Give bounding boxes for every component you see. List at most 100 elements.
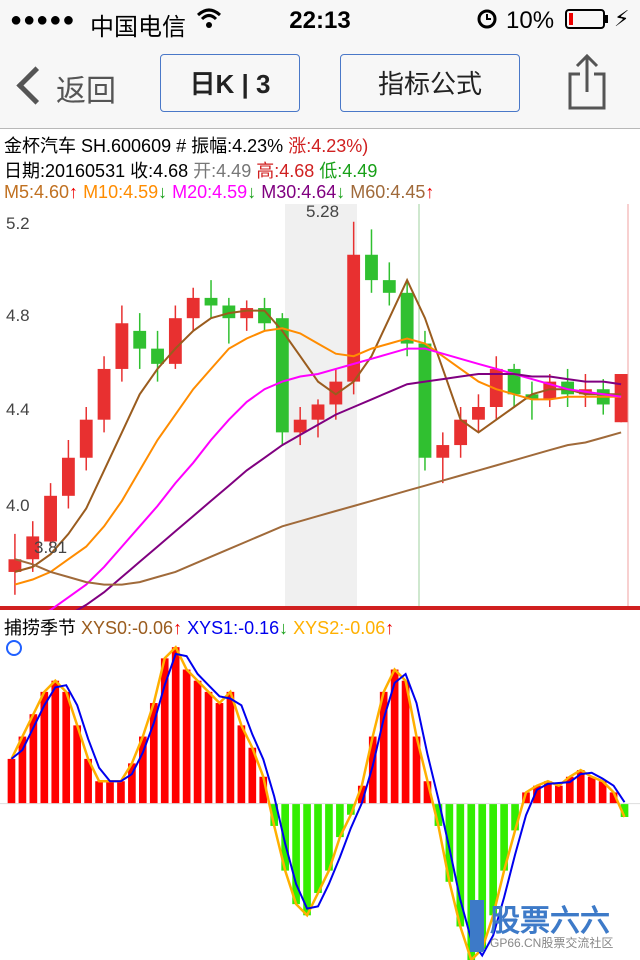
candle-body <box>44 495 57 542</box>
indicator-bar <box>412 736 421 804</box>
indicator-bar <box>314 803 322 893</box>
stock-code: SH.600609 <box>81 136 172 156</box>
indicator-bar <box>368 736 377 804</box>
candle-body <box>204 297 218 306</box>
chevron-left-icon <box>16 66 55 105</box>
back-label: 返回 <box>56 75 116 108</box>
indicator-bar <box>51 680 60 804</box>
low-price: 低:4.49 <box>319 161 378 181</box>
up-arrow-icon: ↑ <box>425 182 435 202</box>
indicator-bar <box>149 703 158 804</box>
indicator-bar <box>434 803 443 826</box>
indicator-bar <box>467 803 476 960</box>
indicator-bar <box>270 803 279 826</box>
indicator-bar <box>193 680 202 804</box>
indicator-bar <box>237 725 246 804</box>
candle-body <box>8 559 22 572</box>
open-price: 开:4.49 <box>193 161 252 181</box>
status-bar: ●●●●● 中国电信 22:13 10% ⚡ <box>0 0 640 41</box>
indicator-bar <box>160 658 169 804</box>
candle-body <box>26 536 40 560</box>
watermark-sub: GP66.CN股票交流社区 <box>490 936 614 950</box>
indicator-bar <box>423 781 432 804</box>
indicator-bar <box>347 803 355 815</box>
candle-body <box>472 407 485 420</box>
ma60-value: M60:4.45 <box>350 182 426 202</box>
indicator-bar <box>357 785 366 804</box>
candle-body <box>418 343 432 458</box>
indicator-bar <box>533 785 541 804</box>
candle-body <box>293 419 307 433</box>
indicator-chart[interactable] <box>0 636 640 960</box>
indicator-bar <box>609 792 618 804</box>
indicator-bar <box>73 725 81 804</box>
indicator-bar <box>204 691 213 804</box>
ma30-value: M30:4.64 <box>261 182 337 202</box>
indicator-name: 捕捞季节 <box>4 618 76 638</box>
indicator-bar <box>62 691 71 804</box>
indicator-bar <box>565 776 574 804</box>
signal-icon: ●●●●● <box>10 9 76 31</box>
close-price: 收:4.68 <box>130 161 189 181</box>
up-arrow-icon: ↑ <box>385 618 395 638</box>
down-arrow-icon: ↓ <box>279 618 289 638</box>
candle-body <box>97 368 111 420</box>
price-tick-label: 5.2 <box>6 214 30 233</box>
candle-body <box>329 381 343 405</box>
down-arrow-icon: ↓ <box>158 182 168 202</box>
indicator-bar <box>303 803 311 916</box>
indicator-bar <box>587 776 596 804</box>
indicator-bar <box>7 758 16 804</box>
alarm-icon <box>476 6 498 37</box>
candle-body <box>311 404 325 420</box>
indicator-bar <box>248 747 257 804</box>
candle-body <box>436 445 450 458</box>
candle-body <box>365 254 378 281</box>
indicator-bar <box>445 803 454 882</box>
price-tick-label: 4.8 <box>6 306 30 325</box>
low-marker-label: 3.81 <box>34 538 68 557</box>
xys1-value: XYS1:-0.16 <box>187 618 280 638</box>
indicator-bar <box>555 785 563 804</box>
candle-body <box>454 419 468 446</box>
stock-name: 金杯汽车 <box>4 136 76 156</box>
high-marker-label: 5.28 <box>306 202 340 221</box>
indicator-toggle-icon[interactable] <box>6 640 22 656</box>
wifi-icon <box>196 6 222 37</box>
indicator-bar <box>226 691 235 804</box>
battery-percent: 10% <box>506 7 555 34</box>
indicator-bar <box>511 803 519 831</box>
watermark-logo: 股票六六 GP66.CN股票交流社区 <box>470 896 636 956</box>
indicator-bar <box>95 781 103 804</box>
candle-body <box>115 323 129 369</box>
indicator-bar <box>182 669 191 804</box>
ma5-value: M5:4.60 <box>4 182 70 202</box>
indicator-bar <box>106 781 114 804</box>
indicator-bar <box>576 770 585 804</box>
indicator-bar <box>84 758 92 804</box>
indicator-bar <box>259 776 268 804</box>
indicator-bar <box>281 803 289 871</box>
share-icon[interactable] <box>566 52 608 112</box>
indicator-bar <box>489 803 497 916</box>
amplitude: 振幅:4.23% <box>191 136 284 156</box>
ohlc-line: 日期:20160531 收:4.68 开:4.49 高:4.68 低:4.49 <box>4 157 377 183</box>
ma10-value: M10:4.59 <box>83 182 159 202</box>
candle-body <box>525 394 539 400</box>
charging-icon: ⚡ <box>614 6 630 31</box>
period-button[interactable]: 日K | 3 <box>160 54 300 112</box>
down-arrow-icon: ↓ <box>247 182 257 202</box>
logo-bar <box>470 900 484 952</box>
candle-body <box>186 297 200 319</box>
nav-bar: 返回 日K | 3 指标公式 <box>0 40 640 129</box>
indicator-legend: 捕捞季节 XYS0:-0.06↑ XYS1:-0.16↓ XYS2:-0.06↑ <box>4 614 394 640</box>
stock-title-line: 金杯汽车 SH.600609 # 振幅:4.23% 涨:4.23%) <box>4 132 368 158</box>
indicator-bar <box>139 736 147 804</box>
indicator-bar <box>500 803 508 871</box>
ma20-value: M20:4.59 <box>172 182 248 202</box>
formula-button[interactable]: 指标公式 <box>340 54 520 112</box>
price-tick-label: 4.4 <box>6 400 30 419</box>
price-chart[interactable] <box>0 204 640 610</box>
candle-body <box>240 308 254 319</box>
candle-body <box>400 292 414 344</box>
